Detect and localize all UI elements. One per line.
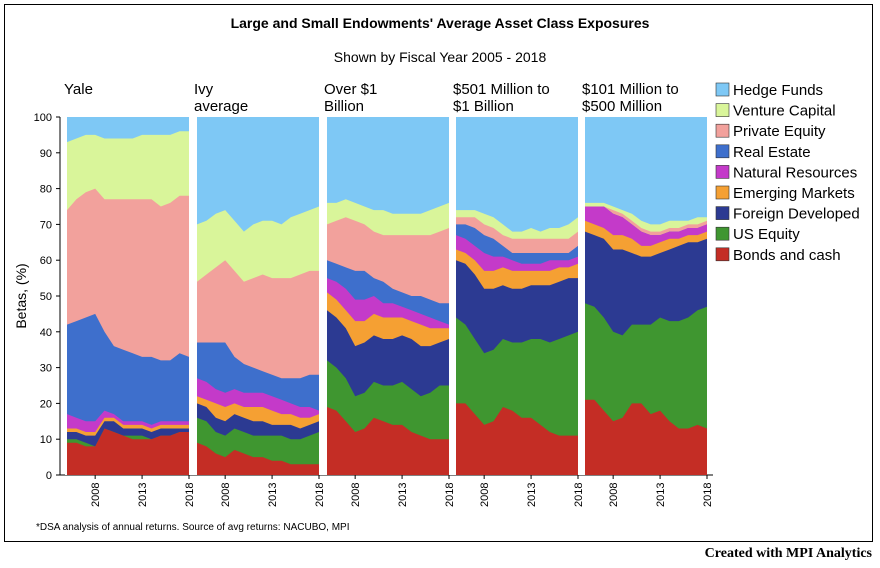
chart-title: Large and Small Endowments' Average Asse… xyxy=(231,15,650,31)
legend-swatch xyxy=(715,103,730,117)
y-tick-label: 30 xyxy=(40,363,52,375)
x-tick-label: 2013 xyxy=(397,483,409,507)
panel: $101 Million to$500 Million 2008 2013 2018 xyxy=(582,81,714,507)
area-bonds-and-cash xyxy=(327,407,449,475)
panel-title: $500 Million xyxy=(582,98,662,115)
area-bonds-and-cash xyxy=(585,399,707,475)
panel-gutter xyxy=(578,116,585,475)
area-bonds-and-cash xyxy=(67,428,189,475)
legend-label: Bonds and cash xyxy=(733,247,841,264)
chart-subtitle: Shown by Fiscal Year 2005 - 2018 xyxy=(334,49,547,65)
y-tick-label: 20 xyxy=(40,398,52,410)
legend-swatch xyxy=(715,165,730,179)
panel-title: $501 Million to xyxy=(453,81,550,98)
x-tick-label: 2018 xyxy=(702,483,714,507)
legend: Hedge Funds Venture Capital Private Equity… xyxy=(715,82,860,264)
panel-gutter xyxy=(189,116,197,475)
legend-label: Real Estate xyxy=(733,144,811,161)
legend-label: Venture Capital xyxy=(733,103,836,120)
y-tick-label: 80 xyxy=(40,184,52,196)
panel-title: $1 Billion xyxy=(453,98,514,115)
y-tick-label: 50 xyxy=(40,291,52,303)
y-tick-label: 10 xyxy=(40,434,52,446)
area-bonds-and-cash xyxy=(197,442,319,475)
panel-title: average xyxy=(194,98,248,115)
legend-swatch xyxy=(715,123,730,138)
panel-title: $101 Million to xyxy=(582,81,679,98)
x-tick-label: 2018 xyxy=(573,483,585,507)
panel-title: Over $1 xyxy=(324,81,377,98)
x-tick-label: 2018 xyxy=(184,483,196,507)
legend-swatch xyxy=(715,226,730,241)
y-tick-label: 0 xyxy=(46,470,52,482)
legend-swatch xyxy=(715,247,730,262)
x-tick-label: 2013 xyxy=(267,483,279,507)
panel: $501 Million to$1 Billion 2008 2013 2018 xyxy=(453,81,585,507)
chart-footnote: *DSA analysis of annual returns. Source … xyxy=(36,522,349,533)
panel-title: Ivy xyxy=(194,81,214,98)
legend-label: Private Equity xyxy=(733,123,826,140)
y-tick-label: 60 xyxy=(40,255,52,267)
legend-swatch xyxy=(715,185,730,200)
panel-title: Billion xyxy=(324,98,364,115)
y-tick-label: 70 xyxy=(40,219,52,231)
y-tick-label: 90 xyxy=(40,148,52,160)
legend-swatch xyxy=(715,82,730,97)
panel-gutter xyxy=(319,116,327,475)
legend-label: Emerging Markets xyxy=(733,185,855,202)
area-bonds-and-cash xyxy=(456,403,578,475)
x-tick-label: 2013 xyxy=(655,483,667,507)
x-tick-label: 2008 xyxy=(220,483,232,507)
x-tick-label: 2008 xyxy=(479,483,491,507)
x-tick-label: 2008 xyxy=(90,483,102,507)
panel-gutter xyxy=(449,116,456,475)
x-tick-label: 2013 xyxy=(526,483,538,507)
panel: Yale 2008 2013 2018 xyxy=(64,81,196,507)
x-tick-label: 2018 xyxy=(444,483,456,507)
x-tick-label: 2013 xyxy=(137,483,149,507)
legend-label: Foreign Developed xyxy=(733,206,860,223)
x-tick-label: 2008 xyxy=(350,483,362,507)
legend-label: Natural Resources xyxy=(733,164,857,181)
legend-swatch xyxy=(715,206,730,220)
legend-label: US Equity xyxy=(733,226,800,243)
panel-title: Yale xyxy=(64,81,93,98)
credit-text: Created with MPI Analytics xyxy=(704,546,872,561)
legend-label: Hedge Funds xyxy=(733,82,823,99)
legend-swatch xyxy=(715,144,730,159)
y-axis-label: Betas, (%) xyxy=(13,263,29,328)
x-tick-label: 2018 xyxy=(314,483,326,507)
x-tick-label: 2008 xyxy=(608,483,620,507)
y-tick-label: 100 xyxy=(34,112,52,124)
y-tick-label: 40 xyxy=(40,327,52,339)
